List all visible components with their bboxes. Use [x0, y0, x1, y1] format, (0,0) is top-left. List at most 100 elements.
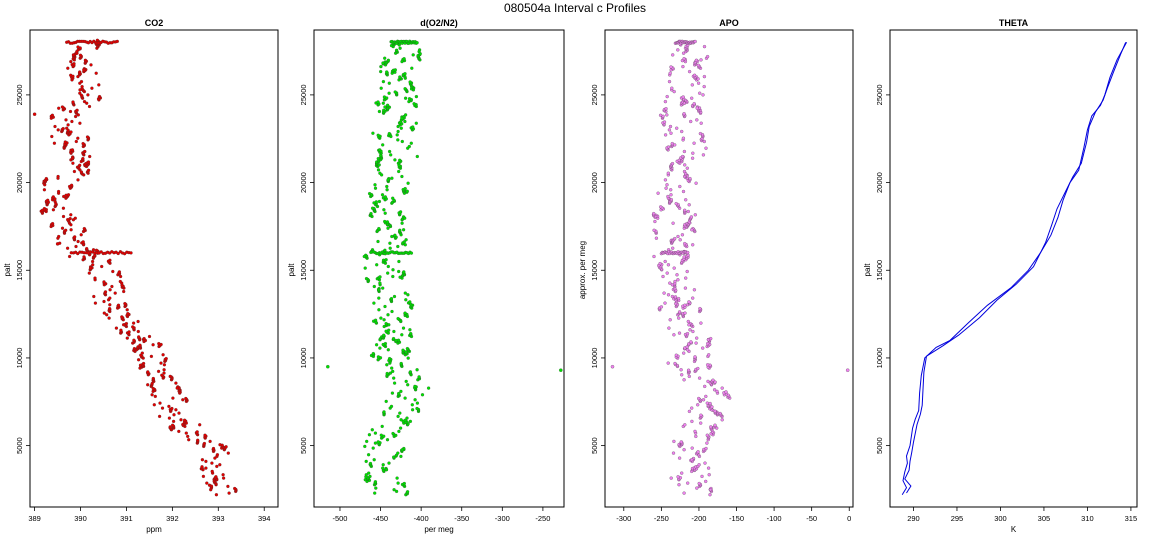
- data-point: [118, 279, 122, 284]
- data-point: [672, 439, 676, 444]
- data-point: [161, 353, 165, 357]
- data-point: [695, 336, 699, 340]
- excursion-point: [409, 251, 414, 255]
- data-point: [102, 299, 106, 304]
- y-tick-label: 20000: [299, 172, 308, 193]
- data-point: [700, 474, 704, 479]
- data-point: [196, 438, 200, 442]
- x-tick-label: 390: [74, 514, 87, 523]
- data-point: [371, 446, 375, 450]
- data-point: [690, 458, 694, 462]
- data-point: [669, 65, 673, 69]
- data-point: [363, 444, 367, 449]
- data-point: [118, 274, 123, 279]
- data-point: [211, 446, 216, 451]
- data-point: [142, 336, 146, 341]
- data-point: [167, 404, 171, 409]
- data-point: [673, 236, 677, 241]
- data-point: [676, 234, 680, 239]
- data-point: [153, 394, 157, 399]
- data-point: [152, 403, 156, 407]
- x-tick-label: 310: [1081, 514, 1094, 523]
- data-point: [69, 130, 73, 134]
- data-point: [403, 96, 408, 100]
- data-point: [672, 333, 676, 337]
- data-point: [127, 330, 131, 334]
- data-point: [705, 441, 709, 445]
- data-point: [392, 376, 396, 380]
- data-point: [221, 473, 225, 477]
- data-point: [205, 481, 209, 485]
- data-point: [376, 239, 380, 244]
- data-point: [392, 488, 396, 492]
- data-point: [699, 321, 703, 325]
- data-point: [92, 294, 96, 299]
- data-point: [174, 408, 178, 412]
- data-point: [218, 443, 222, 447]
- data-point: [392, 381, 397, 385]
- data-point: [406, 356, 410, 360]
- data-point: [386, 226, 390, 230]
- data-point: [704, 446, 708, 451]
- data-point: [408, 80, 412, 84]
- data-point: [379, 69, 383, 74]
- data-point: [393, 158, 397, 162]
- data-point: [409, 331, 413, 336]
- data-point: [85, 101, 89, 105]
- data-point: [691, 243, 695, 247]
- data-point: [103, 290, 108, 294]
- data-point: [385, 438, 390, 442]
- data-point: [214, 493, 219, 497]
- data-point: [682, 57, 686, 61]
- data-point: [384, 321, 388, 326]
- data-point: [90, 86, 94, 90]
- data-point: [117, 270, 122, 274]
- data-point: [686, 368, 691, 372]
- data-point: [397, 259, 401, 264]
- data-point: [688, 328, 692, 332]
- data-point: [675, 126, 679, 130]
- data-point: [364, 276, 369, 281]
- data-point: [674, 201, 678, 206]
- data-point: [374, 200, 378, 204]
- data-point: [410, 66, 414, 70]
- data-point: [184, 431, 188, 435]
- data-point: [707, 353, 711, 357]
- data-point: [380, 193, 385, 197]
- data-point: [699, 413, 703, 417]
- chart-panel-4: THETA 290 295 300 305 310 315 5000 10000 15000 200…: [863, 18, 1138, 534]
- data-point: [413, 398, 417, 402]
- x-tick-label: 391: [120, 514, 133, 523]
- data-point: [686, 209, 690, 214]
- data-point: [666, 361, 670, 365]
- data-point: [125, 336, 129, 340]
- data-point: [121, 323, 126, 327]
- data-point: [76, 178, 80, 182]
- data-point: [97, 83, 101, 87]
- data-point: [382, 95, 387, 99]
- data-point: [400, 448, 404, 452]
- data-point: [678, 238, 682, 242]
- data-point: [107, 306, 112, 311]
- data-point: [149, 354, 154, 359]
- data-point: [364, 473, 368, 477]
- data-point: [367, 191, 372, 196]
- data-point: [397, 269, 401, 274]
- data-point: [233, 486, 237, 491]
- data-point: [391, 268, 395, 272]
- data-point: [695, 486, 699, 490]
- data-point: [713, 423, 717, 427]
- x-tick-label: -450: [373, 514, 388, 523]
- data-point: [56, 128, 60, 132]
- x-tick-label: 0: [847, 514, 851, 523]
- data-point: [382, 208, 386, 212]
- data-point: [70, 156, 75, 160]
- data-point: [724, 390, 728, 394]
- excursion-point: [76, 251, 80, 256]
- data-point: [78, 88, 82, 92]
- data-point: [383, 211, 387, 215]
- data-point: [116, 303, 121, 307]
- data-point: [108, 258, 112, 262]
- data-point: [366, 453, 371, 457]
- data-point: [402, 270, 406, 274]
